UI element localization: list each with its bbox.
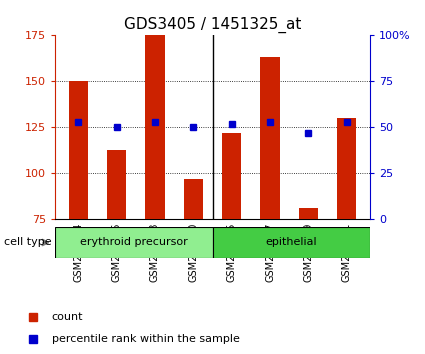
Text: erythroid precursor: erythroid precursor xyxy=(80,238,188,247)
Bar xyxy=(69,81,88,219)
Title: GDS3405 / 1451325_at: GDS3405 / 1451325_at xyxy=(124,16,301,33)
Bar xyxy=(299,209,318,219)
Text: count: count xyxy=(52,312,83,322)
Bar xyxy=(261,57,280,219)
Text: cell type: cell type xyxy=(4,238,52,247)
Text: epithelial: epithelial xyxy=(265,238,317,247)
Text: percentile rank within the sample: percentile rank within the sample xyxy=(52,334,240,344)
Bar xyxy=(107,149,126,219)
Bar xyxy=(184,179,203,219)
Bar xyxy=(55,227,212,258)
Bar xyxy=(145,35,164,219)
Bar xyxy=(222,133,241,219)
Bar xyxy=(337,118,356,219)
Bar xyxy=(212,227,370,258)
